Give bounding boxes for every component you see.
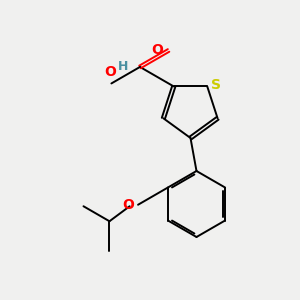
Text: O: O — [151, 44, 163, 57]
Text: S: S — [211, 78, 221, 92]
Text: O: O — [122, 198, 134, 212]
Text: H: H — [118, 60, 128, 73]
Text: O: O — [104, 65, 116, 79]
